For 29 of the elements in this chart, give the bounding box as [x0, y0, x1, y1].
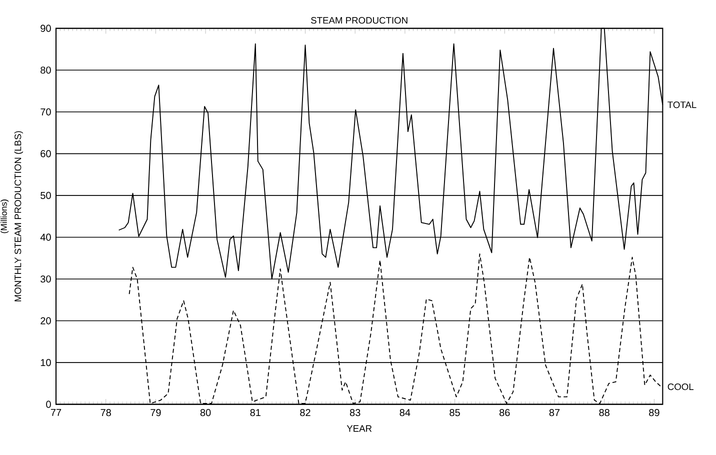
- y-tick-label: 30: [40, 275, 51, 283]
- y-axis-title: MONTHLY STEAM PRODUCTION (LBS): [14, 131, 24, 302]
- y-tick-label: 90: [40, 24, 51, 32]
- x-tick-label: 81: [250, 409, 260, 416]
- series-label: TOTAL: [668, 102, 696, 108]
- x-tick-label: 89: [649, 409, 660, 416]
- y-tick-label: 70: [40, 108, 51, 116]
- y-tick-label: 80: [40, 66, 51, 74]
- y-tick-label: 50: [40, 192, 51, 199]
- x-tick-label: 88: [599, 409, 610, 416]
- series-label: COOL: [668, 383, 694, 390]
- x-tick-label: 82: [300, 409, 310, 416]
- y-tick-label: 20: [40, 317, 51, 324]
- x-tick-label: 87: [549, 409, 560, 416]
- x-tick-label: 84: [400, 409, 410, 416]
- x-tick-label: 79: [150, 409, 161, 416]
- x-tick-label: 85: [450, 409, 460, 416]
- y-tick-label: 0: [46, 400, 51, 408]
- y-tick-label: 40: [40, 234, 51, 241]
- x-axis-title: YEAR: [346, 425, 372, 432]
- x-tick-label: 83: [350, 409, 360, 416]
- chart-title: STEAM PRODUCTION: [311, 17, 408, 24]
- y-tick-label: 60: [40, 150, 51, 158]
- x-tick-label: 86: [500, 409, 510, 416]
- text: (Millions): [0, 200, 9, 234]
- x-tick-label: 78: [100, 409, 111, 416]
- x-tick-label: 80: [200, 409, 211, 416]
- x-tick-label: 77: [50, 409, 62, 416]
- y-tick-label: 10: [40, 359, 51, 366]
